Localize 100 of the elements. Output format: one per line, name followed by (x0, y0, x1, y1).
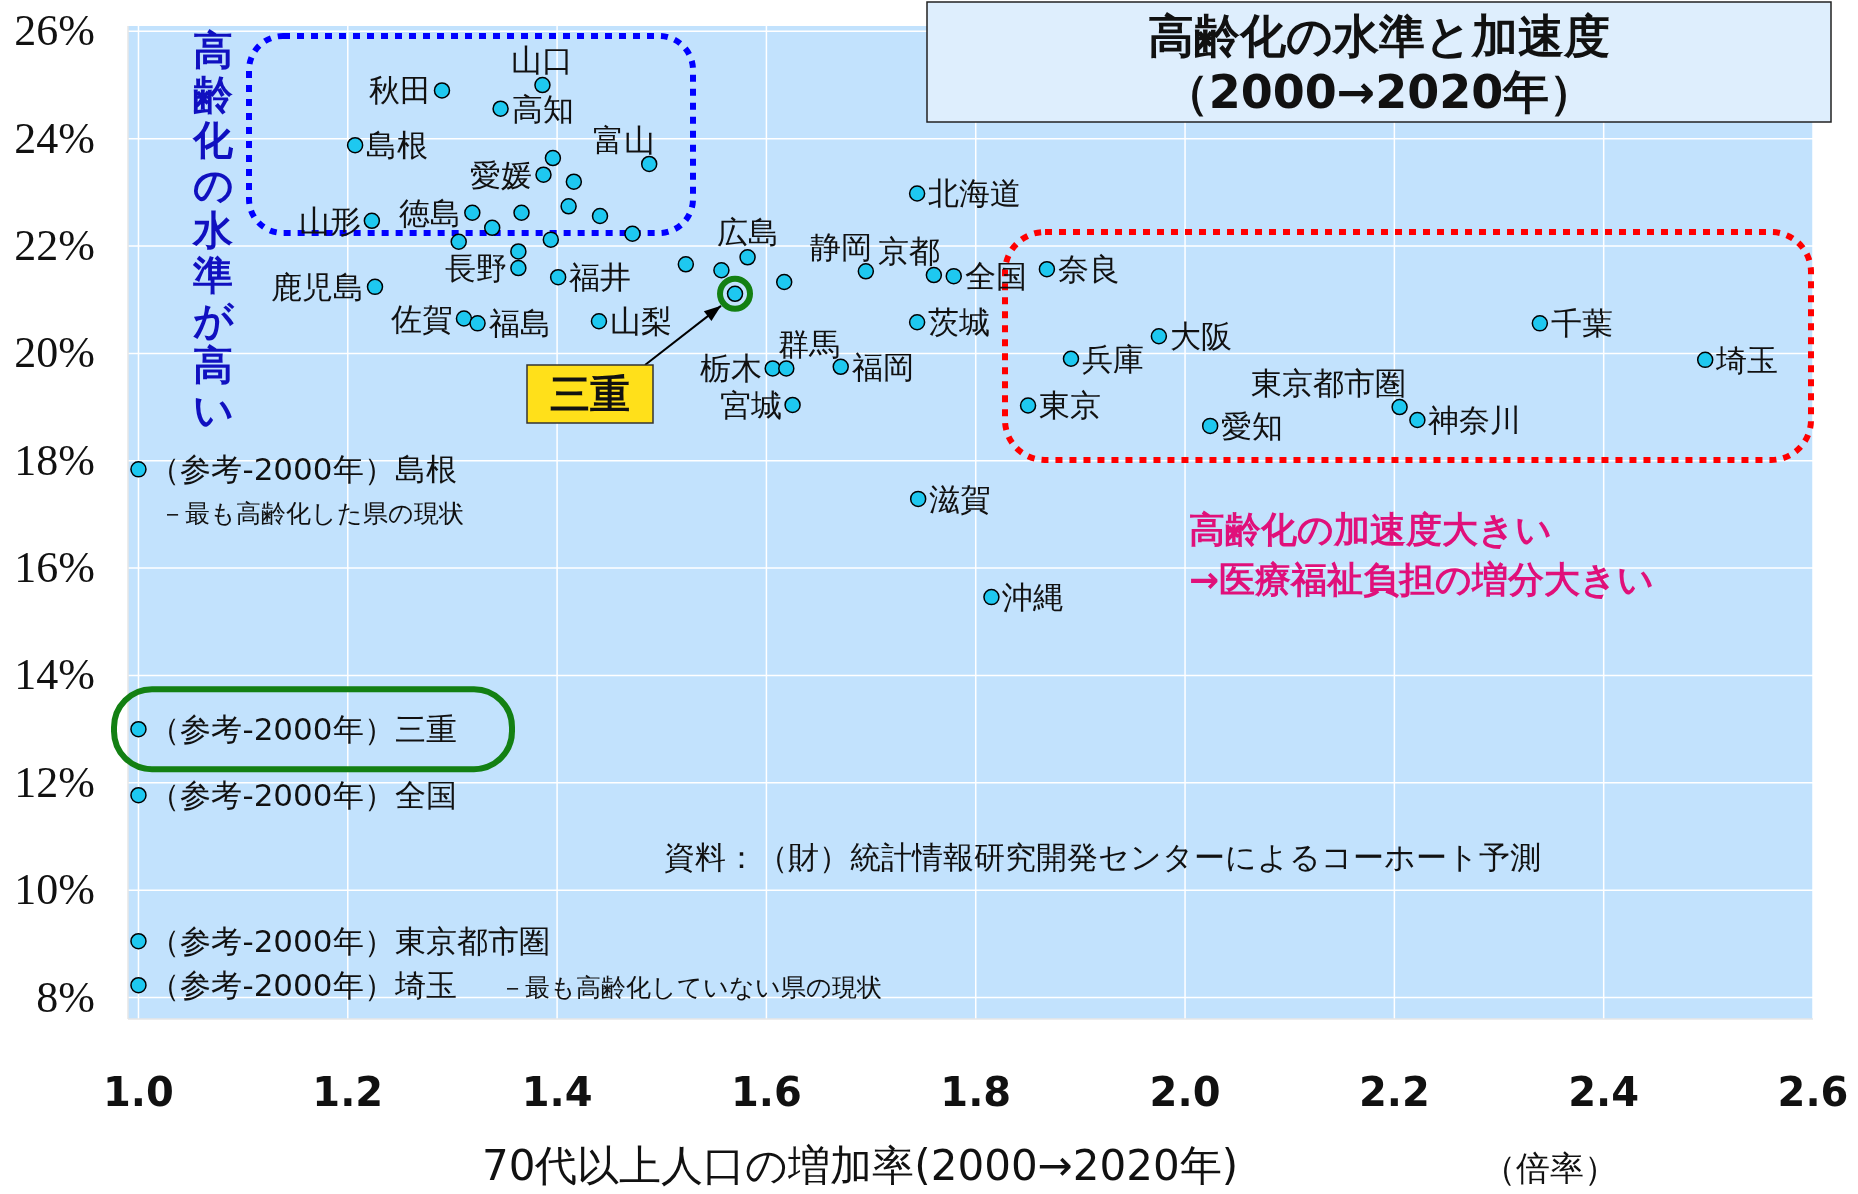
annotation: 高齢化の加速度大きい (1189, 509, 1552, 550)
annotation: 佐賀 (390, 300, 453, 337)
point (832, 358, 849, 376)
point (542, 231, 560, 248)
annotation: 東京都市圏 (1250, 365, 1406, 402)
x-tick-label: 1.8 (940, 1069, 1012, 1115)
point (510, 243, 527, 260)
annotation: 沖縄 (1002, 579, 1065, 616)
y-tick-label: 18% (14, 435, 95, 485)
annotation: （参考-2000年）東京都市圏 (149, 923, 550, 960)
point (1531, 315, 1549, 332)
x-tick-label: 2.2 (1358, 1069, 1430, 1115)
annotation: （参考-2000年）全国 (149, 777, 457, 814)
point (130, 976, 147, 994)
annotation: 東京 (1039, 387, 1102, 424)
point (713, 261, 730, 279)
point (640, 155, 658, 173)
x-tick-label: 2.4 (1568, 1069, 1640, 1115)
annotation: 秋田 (368, 72, 431, 109)
point (778, 360, 795, 377)
point (1150, 328, 1168, 345)
annotation: （参考-2000年）島根 (149, 451, 457, 488)
x-tick-label: 2.6 (1777, 1069, 1849, 1115)
annotation: 愛知 (1221, 407, 1284, 444)
point (1696, 351, 1714, 369)
point (544, 149, 562, 167)
y-tick-label: 16% (14, 543, 95, 593)
point (764, 360, 781, 377)
x-axis-title: 70代以上人口の増加率(2000→2020年) (481, 1141, 1239, 1190)
point (983, 588, 1000, 606)
text: （2000→2020年） (1162, 65, 1596, 119)
annotation: （参考-2000年）埼玉 (149, 967, 457, 1004)
point (857, 263, 875, 280)
annotation: 愛媛 (470, 156, 533, 193)
annotation: 神奈川 (1428, 401, 1522, 438)
y-tick-label: 26% (14, 6, 95, 56)
annotation: 山梨 (609, 303, 672, 340)
chart-title: 高齢化の水準と加速度 (1148, 9, 1610, 63)
annotation: 三重 (550, 371, 630, 417)
annotation: 高知 (511, 90, 574, 127)
annotation: 島根 (366, 127, 429, 164)
point (130, 720, 147, 738)
point (549, 268, 567, 286)
annotation: 広島 (716, 214, 779, 251)
point (510, 259, 527, 277)
point (455, 310, 473, 327)
point (565, 173, 583, 190)
point (492, 100, 509, 117)
annotation: 山形 (298, 202, 361, 239)
point (450, 233, 467, 251)
text: 高齢化の水準が高い (192, 27, 234, 433)
annotation: 福岡 (851, 348, 914, 385)
annotation: 富山 (593, 121, 656, 158)
point (1201, 417, 1219, 435)
y-tick-label: 14% (14, 650, 95, 700)
point (590, 312, 608, 330)
point (130, 461, 147, 478)
point (534, 76, 551, 94)
y-tick-label: 12% (14, 757, 95, 807)
y-tick-label: 10% (14, 865, 95, 915)
annotation: 資料：（財）統計情報研究開発センターによるコーホート予測 (664, 839, 1541, 875)
point (909, 490, 927, 508)
point (483, 219, 501, 237)
x-tick-label: 2.0 (1149, 1069, 1221, 1115)
point (1062, 350, 1080, 368)
x-tick-label: 1.6 (730, 1069, 802, 1115)
annotation: →医療福祉負担の増分大きい (1189, 559, 1655, 600)
annotation: 山口 (511, 42, 574, 79)
annotation: 茨城 (928, 304, 991, 341)
annotation: 滋賀 (929, 480, 992, 517)
point (513, 204, 530, 222)
point (560, 198, 577, 215)
annotation: 福井 (569, 259, 632, 296)
annotation: 長野 (445, 250, 508, 287)
y-tick-label: 22% (14, 221, 95, 271)
annotation: 鹿児島 (270, 268, 364, 305)
point (1409, 411, 1426, 429)
point (535, 166, 552, 183)
point (677, 256, 695, 273)
point (363, 212, 381, 230)
y-tick-label: 20% (14, 328, 95, 378)
annotation: 宮城 (719, 386, 782, 423)
annotation: －最も高齢化していない県の現状 (500, 973, 882, 1002)
annotation: 埼玉 (1715, 341, 1779, 378)
y-tick-label: 24% (14, 113, 95, 163)
annotation: 兵庫 (1081, 340, 1144, 377)
point (464, 204, 481, 222)
annotation: 北海道 (928, 175, 1022, 212)
annotation: 奈良 (1057, 251, 1120, 288)
point (366, 278, 384, 296)
point (433, 82, 451, 99)
point (908, 314, 926, 331)
x-tick-label: 1.0 (103, 1069, 174, 1115)
point (945, 267, 963, 285)
point (739, 249, 756, 266)
y-tick-label: 8% (36, 972, 95, 1022)
annotation: 大阪 (1169, 318, 1232, 355)
point (1019, 397, 1037, 414)
annotation: 徳島 (399, 194, 462, 231)
point (908, 185, 926, 202)
